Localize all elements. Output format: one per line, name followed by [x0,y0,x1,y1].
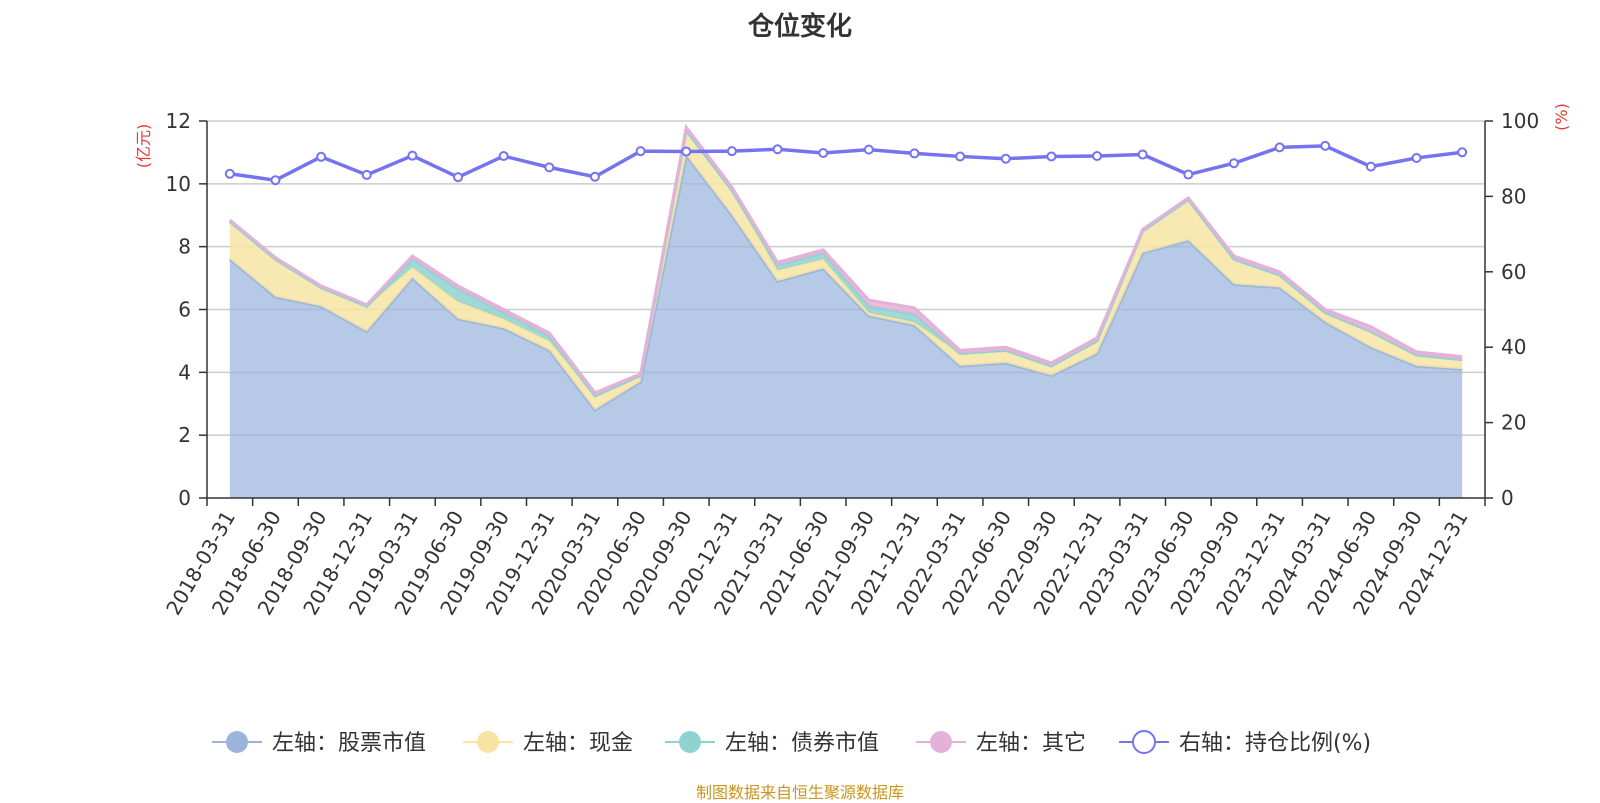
right-axis-unit: (%) [1552,103,1571,131]
source-note: 制图数据来自恒生聚源数据库 [695,783,904,802]
area-cash [229,130,1463,411]
ratio-point [270,175,281,186]
ratio-point [726,146,737,157]
right-tick-label: 60 [1501,260,1526,284]
ratio-point [909,148,920,159]
ratio-polyline [229,144,1463,183]
left-tick-label: 0 [178,486,191,510]
ratio-point [1411,152,1422,163]
legend-label-stock: 左轴：股票市值 [272,731,426,756]
ratio-point [681,146,692,157]
ratio-point [1046,151,1057,162]
ratio-line [224,140,1468,186]
ratio-point [453,172,464,183]
ratio-point [818,148,829,159]
right-tick-label: 0 [1501,486,1514,510]
ratio-point [1183,169,1194,180]
legend-item-cash[interactable]: 左轴：现金 [463,731,633,756]
legend-marker-bond [679,731,701,753]
area-line-other [228,123,1463,395]
legend-marker-stock [226,731,248,753]
ratio-point [1092,151,1103,162]
left-tick-label: 12 [166,109,191,133]
legend-label-ratio: 右轴：持仓比例(%) [1179,731,1371,756]
ratio-point [955,151,966,162]
legend-label-bond: 左轴：债券市值 [725,731,879,756]
right-tick-label: 20 [1501,411,1526,435]
ratio-point [635,146,646,157]
ratio-point [1274,142,1285,153]
ratio-point [1457,147,1468,158]
ratio-point [1137,149,1148,160]
legend-label-cash: 左轴：现金 [523,731,633,756]
right-tick-label: 80 [1501,184,1526,208]
legend-item-stock[interactable]: 左轴：股票市值 [212,731,426,756]
ratio-point [1228,158,1239,169]
left-tick-label: 4 [178,360,191,384]
left-tick-label: 6 [178,298,191,322]
ratio-point [589,171,600,182]
ratio-point [407,150,418,161]
ratio-point [1000,153,1011,164]
ratio-point [498,151,509,162]
ratio-point [224,168,235,179]
left-tick-label: 2 [178,423,191,447]
ratio-point [361,169,372,180]
legend-label-other: 左轴：其它 [976,731,1086,756]
ratio-point [544,162,555,173]
stacked-areas [228,123,1463,498]
left-axis-unit: (亿元) [134,124,153,169]
legend[interactable]: 左轴：股票市值 左轴：现金 左轴：债券市值 左轴：其它 右轴：持仓比例(%) [212,730,1371,756]
legend-marker-other [930,731,952,753]
ratio-point [316,151,327,162]
legend-item-ratio[interactable]: 右轴：持仓比例(%) [1119,730,1371,756]
legend-item-bond[interactable]: 左轴：债券市值 [665,731,879,756]
left-tick-label: 10 [166,172,191,196]
legend-marker-cash [477,731,499,753]
ratio-point [1365,161,1376,172]
chart-title: 仓位变化 [747,12,852,42]
right-tick-label: 100 [1501,109,1539,133]
right-tick-label: 40 [1501,335,1526,359]
legend-item-other[interactable]: 左轴：其它 [916,731,1086,756]
legend-marker-ratio [1132,730,1156,754]
left-tick-label: 8 [178,235,191,259]
ratio-point [772,144,783,155]
ratio-point [1320,140,1331,151]
ratio-point [863,144,874,155]
area-stock [229,155,1463,498]
